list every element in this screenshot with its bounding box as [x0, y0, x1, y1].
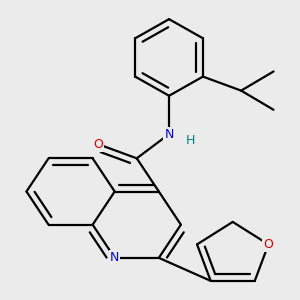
Text: O: O: [94, 138, 103, 151]
Text: H: H: [186, 134, 195, 147]
Text: N: N: [164, 128, 174, 141]
Text: O: O: [263, 238, 273, 251]
Text: N: N: [110, 251, 119, 264]
